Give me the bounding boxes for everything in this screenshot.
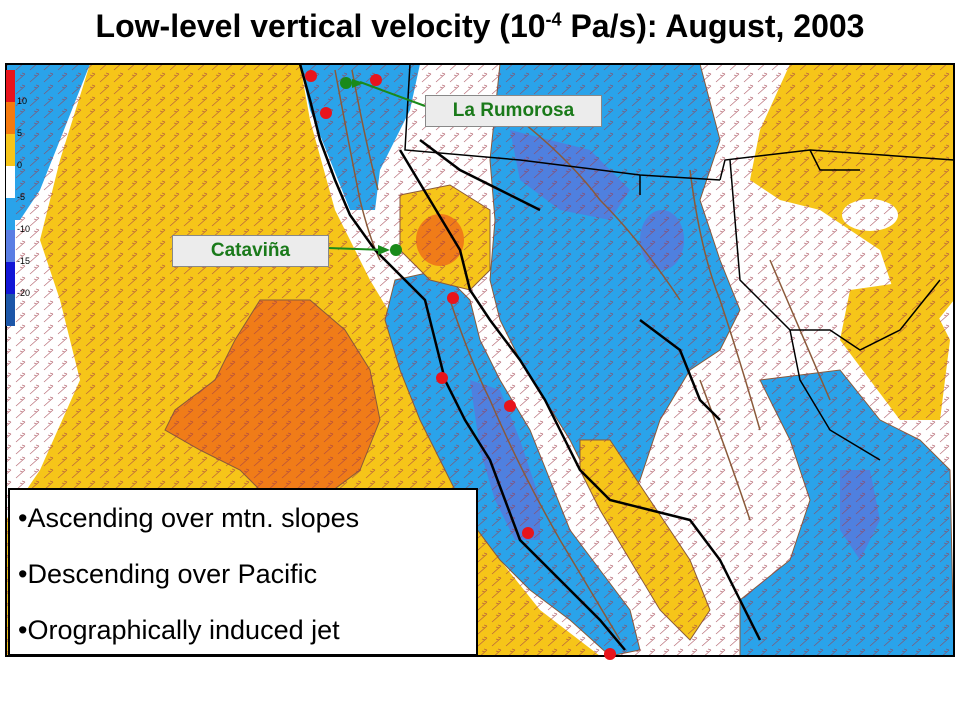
bullet-descending: •Descending over Pacific: [18, 559, 318, 589]
summary-box: •Ascending over mtn. slopes •Descending …: [8, 488, 478, 656]
bullet-ascending: •Ascending over mtn. slopes: [18, 503, 360, 533]
station-dot: [305, 70, 317, 82]
legend-tick-label: -10: [17, 224, 31, 234]
legend-tick-label: 0: [17, 160, 23, 170]
catavina-marker: [327, 244, 402, 256]
rumorosa-marker: [340, 77, 426, 107]
station-dot: [522, 527, 534, 539]
topo-contours: [334, 69, 831, 641]
bullet-jet: •Orographically induced jet: [18, 615, 340, 645]
la-rumorosa-label: La Rumorosa: [425, 95, 602, 127]
legend-tick-label: 5: [17, 128, 23, 138]
legend-tick-label: 10: [17, 96, 28, 106]
station-dot: [436, 372, 448, 384]
catavina-label: Cataviña: [172, 235, 329, 267]
legend-tick-label: -15: [17, 256, 31, 266]
legend-swatch: [6, 262, 15, 294]
legend-swatch: [6, 102, 15, 134]
legend-tick-label: -5: [17, 192, 26, 202]
map-frame: [5, 63, 955, 657]
page-title: Low-level vertical velocity (10-4 Pa/s):…: [95, 8, 865, 44]
color-legend: [6, 70, 15, 326]
station-dot: [504, 400, 516, 412]
station-dot: [370, 74, 382, 86]
legend-tick-label: -20: [17, 288, 31, 298]
station-markers: [305, 70, 616, 660]
political-borders: [404, 64, 954, 461]
legend-swatch: [6, 230, 15, 262]
legend-swatch: [6, 134, 15, 166]
legend-swatch: [6, 294, 15, 326]
title-exponent: -4: [545, 9, 562, 30]
station-dot: [604, 648, 616, 660]
station-dot: [447, 292, 459, 304]
legend-swatch: [6, 70, 15, 102]
coastlines: [298, 64, 762, 651]
legend-swatch: [6, 166, 15, 198]
legend-swatch: [6, 198, 15, 230]
station-dot: [320, 107, 332, 119]
